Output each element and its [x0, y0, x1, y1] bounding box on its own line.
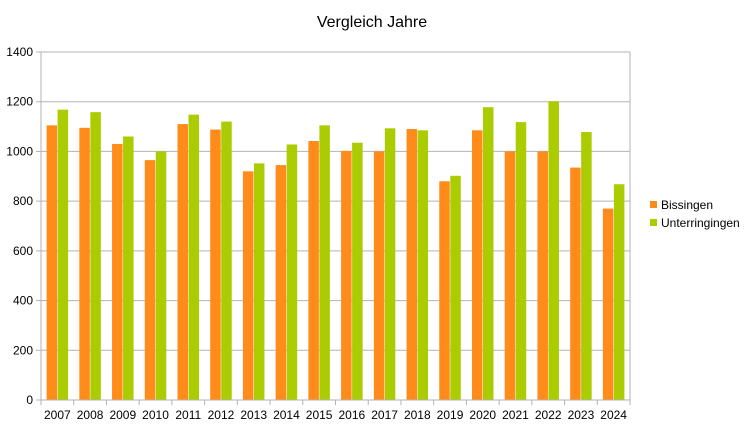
bar-bissingen-2017	[373, 151, 385, 400]
bar-bissingen-2015	[308, 140, 319, 400]
y-tick-label: 0	[26, 393, 33, 407]
bar-unterringingen-2008	[90, 112, 101, 400]
bar-bissingen-2009	[112, 143, 123, 400]
x-tick-label: 2015	[306, 408, 333, 422]
x-tick-label: 2017	[371, 408, 398, 422]
bar-unterringingen-2021	[515, 122, 527, 401]
bar-bissingen-2011	[177, 124, 188, 400]
bar-unterringingen-2011	[188, 114, 199, 400]
x-tick-label: 2023	[568, 408, 595, 422]
bar-bissingen-2024	[602, 208, 614, 400]
bar-unterringingen-2010	[155, 151, 167, 400]
bar-bissingen-2019	[439, 181, 450, 400]
bar-bissingen-2014	[275, 165, 287, 400]
legend: Bissingen Unterringingen	[650, 198, 740, 230]
bar-bissingen-2022	[537, 151, 548, 400]
bar-unterringingen-2016	[352, 142, 363, 400]
x-tick-label: 2019	[437, 408, 464, 422]
y-tick-label: 400	[13, 294, 33, 308]
bar-bissingen-2012	[210, 129, 221, 400]
y-tick-label: 1000	[6, 144, 33, 158]
bar-unterringingen-2012	[221, 121, 232, 400]
bar-bissingen-2013	[242, 171, 254, 400]
legend-swatch-unterringingen	[650, 219, 657, 226]
bar-unterringingen-2015	[319, 125, 330, 400]
bar-bissingen-2010	[144, 160, 156, 400]
bar-unterringingen-2017	[384, 128, 396, 400]
bar-unterringingen-2024	[613, 184, 625, 400]
bar-unterringingen-2019	[450, 175, 461, 400]
chart-title: Vergleich Jahre	[317, 14, 427, 31]
bar-unterringingen-2013	[253, 163, 265, 400]
bar-unterringingen-2009	[123, 136, 134, 400]
x-tick-label: 2009	[109, 408, 136, 422]
x-tick-label: 2021	[502, 408, 529, 422]
x-tick-label: 2010	[142, 408, 169, 422]
legend-label-unterringingen: Unterringingen	[661, 216, 740, 230]
bar-unterringingen-2018	[417, 130, 429, 401]
x-tick-label: 2014	[273, 408, 300, 422]
bar-unterringingen-2023	[581, 132, 592, 401]
y-tick-label: 600	[13, 244, 33, 258]
x-tick-label: 2024	[600, 408, 627, 422]
bar-bissingen-2021	[504, 151, 516, 400]
y-tick-label: 1400	[6, 45, 33, 59]
bar-bissingen-2016	[341, 150, 352, 400]
bar-unterringingen-2020	[483, 107, 494, 400]
bar-bissingen-2023	[570, 167, 581, 400]
y-tick-label: 800	[13, 194, 33, 208]
x-tick-label: 2012	[208, 408, 235, 422]
bar-bissingen-2008	[79, 127, 90, 401]
bars	[46, 101, 625, 401]
legend-label-bissingen: Bissingen	[661, 198, 713, 212]
x-tick-label: 2016	[339, 408, 366, 422]
x-tick-label: 2011	[175, 408, 201, 422]
legend-swatch-bissingen	[650, 201, 657, 208]
x-tick-label: 2022	[535, 408, 562, 422]
bar-bissingen-2018	[406, 129, 418, 401]
axes: 0 200 400 600 800 1000 1200 1400 2007 2008 2009 201…	[6, 45, 631, 422]
y-tick-label: 1200	[6, 95, 33, 109]
x-tick-label: 2018	[404, 408, 431, 422]
x-tick-label: 2008	[77, 408, 104, 422]
x-tick-label: 2013	[240, 408, 267, 422]
gridlines	[41, 51, 630, 401]
y-tick-label: 200	[13, 343, 33, 357]
x-tick-label: 2007	[44, 408, 71, 422]
bar-unterringingen-2014	[286, 144, 298, 400]
x-tick-label: 2020	[469, 408, 496, 422]
bar-unterringingen-2007	[57, 109, 69, 400]
bar-bissingen-2020	[472, 130, 483, 401]
bar-bissingen-2007	[46, 125, 58, 400]
bar-unterringingen-2022	[548, 101, 559, 401]
